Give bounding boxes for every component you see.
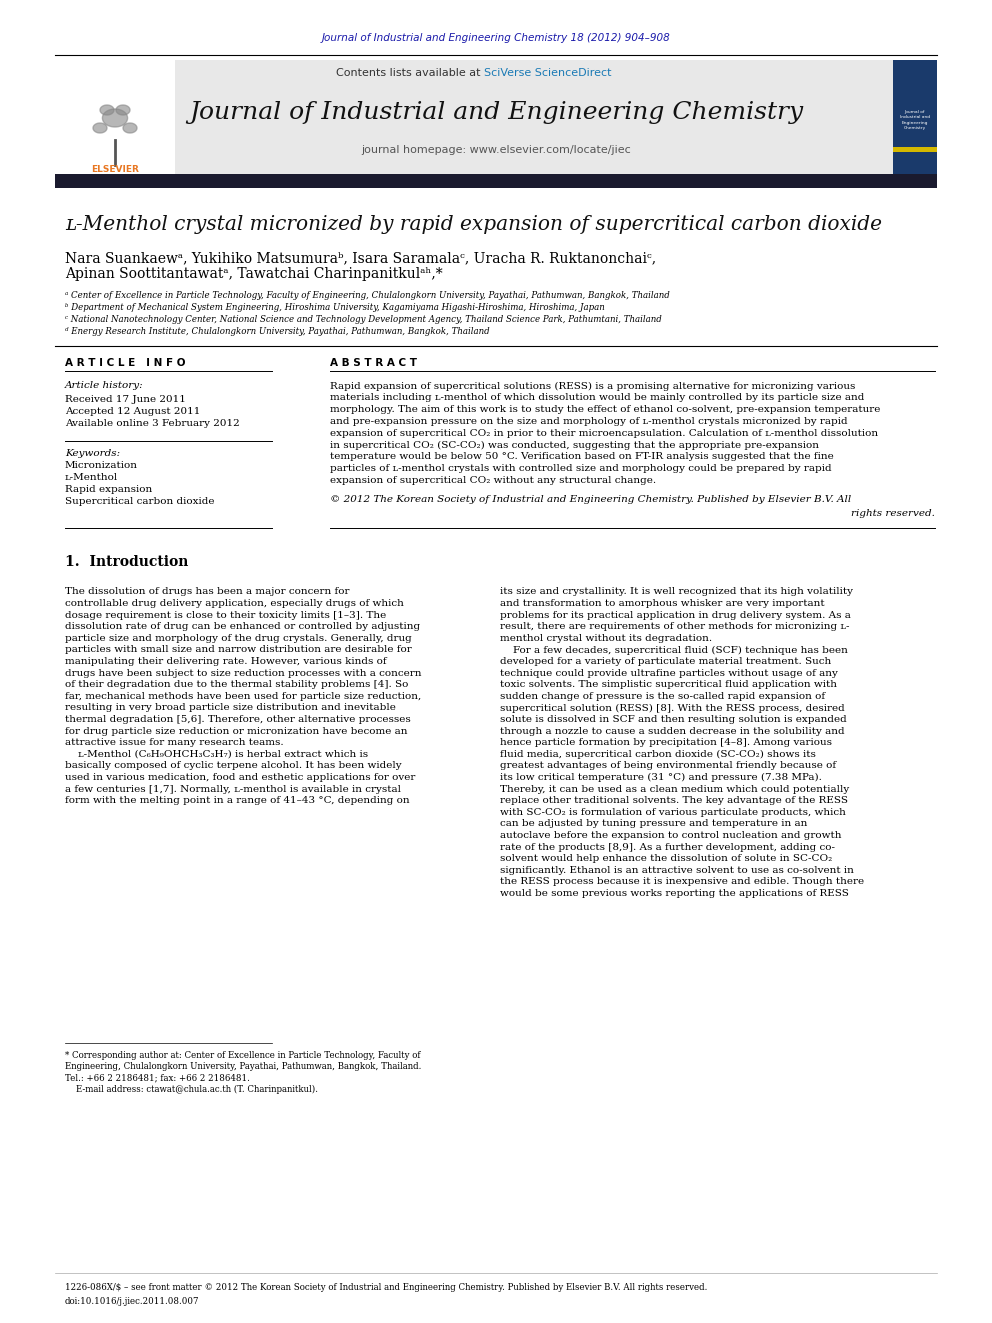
Text: of their degradation due to the thermal stability problems [4]. So: of their degradation due to the thermal … bbox=[65, 680, 409, 689]
Text: For a few decades, supercritical fluid (SCF) technique has been: For a few decades, supercritical fluid (… bbox=[500, 646, 848, 655]
Text: A R T I C L E   I N F O: A R T I C L E I N F O bbox=[65, 359, 186, 368]
Text: can be adjusted by tuning pressure and temperature in an: can be adjusted by tuning pressure and t… bbox=[500, 819, 807, 828]
Text: Journal of Industrial and Engineering Chemistry 18 (2012) 904–908: Journal of Industrial and Engineering Ch… bbox=[321, 33, 671, 44]
Text: autoclave before the expansion to control nucleation and growth: autoclave before the expansion to contro… bbox=[500, 831, 841, 840]
Text: Keywords:: Keywords: bbox=[65, 450, 120, 459]
Text: toxic solvents. The simplistic supercritical fluid application with: toxic solvents. The simplistic supercrit… bbox=[500, 680, 837, 689]
Text: ʟ-Menthol (C₆H₉OHCH₃C₃H₇) is herbal extract which is: ʟ-Menthol (C₆H₉OHCH₃C₃H₇) is herbal extr… bbox=[65, 750, 368, 759]
Text: the RESS process because it is inexpensive and edible. Though there: the RESS process because it is inexpensi… bbox=[500, 877, 864, 886]
FancyBboxPatch shape bbox=[55, 175, 937, 188]
Text: Available online 3 February 2012: Available online 3 February 2012 bbox=[65, 418, 240, 427]
Text: hence particle formation by precipitation [4–8]. Among various: hence particle formation by precipitatio… bbox=[500, 738, 832, 747]
Text: ᵃ Center of Excellence in Particle Technology, Faculty of Engineering, Chulalong: ᵃ Center of Excellence in Particle Techn… bbox=[65, 291, 670, 300]
Text: resulting in very broad particle size distribution and inevitable: resulting in very broad particle size di… bbox=[65, 704, 396, 713]
Text: SciVerse ScienceDirect: SciVerse ScienceDirect bbox=[484, 67, 611, 78]
Text: ᵇ Department of Mechanical System Engineering, Hiroshima University, Kagamiyama : ᵇ Department of Mechanical System Engine… bbox=[65, 303, 605, 312]
FancyBboxPatch shape bbox=[55, 60, 175, 175]
Text: with SC-CO₂ is formulation of various particulate products, which: with SC-CO₂ is formulation of various pa… bbox=[500, 808, 846, 816]
Text: replace other traditional solvents. The key advantage of the RESS: replace other traditional solvents. The … bbox=[500, 796, 848, 806]
Text: A B S T R A C T: A B S T R A C T bbox=[330, 359, 417, 368]
Text: rights reserved.: rights reserved. bbox=[851, 508, 935, 517]
Text: and pre-expansion pressure on the size and morphology of ʟ-menthol crystals micr: and pre-expansion pressure on the size a… bbox=[330, 417, 847, 426]
Text: Micronization: Micronization bbox=[65, 462, 138, 471]
Text: attractive issue for many research teams.: attractive issue for many research teams… bbox=[65, 738, 284, 747]
Text: particles of ʟ-menthol crystals with controlled size and morphology could be pre: particles of ʟ-menthol crystals with con… bbox=[330, 464, 831, 474]
Polygon shape bbox=[100, 105, 114, 115]
Text: drugs have been subject to size reduction processes with a concern: drugs have been subject to size reductio… bbox=[65, 668, 422, 677]
Text: greatest advantages of being environmental friendly because of: greatest advantages of being environment… bbox=[500, 762, 836, 770]
Text: for drug particle size reduction or micronization have become an: for drug particle size reduction or micr… bbox=[65, 726, 408, 736]
FancyBboxPatch shape bbox=[893, 147, 937, 152]
Text: ʟ-Menthol: ʟ-Menthol bbox=[65, 474, 118, 483]
Text: dosage requirement is close to their toxicity limits [1–3]. The: dosage requirement is close to their tox… bbox=[65, 611, 386, 619]
Text: thermal degradation [5,6]. Therefore, other alternative processes: thermal degradation [5,6]. Therefore, ot… bbox=[65, 716, 411, 724]
Text: temperature would be below 50 °C. Verification based on FT-IR analysis suggested: temperature would be below 50 °C. Verifi… bbox=[330, 452, 833, 462]
Text: problems for its practical application in drug delivery system. As a: problems for its practical application i… bbox=[500, 611, 851, 619]
FancyBboxPatch shape bbox=[893, 60, 937, 175]
Text: through a nozzle to cause a sudden decrease in the solubility and: through a nozzle to cause a sudden decre… bbox=[500, 726, 844, 736]
Text: Journal of Industrial and Engineering Chemistry: Journal of Industrial and Engineering Ch… bbox=[188, 101, 804, 123]
Text: © 2012 The Korean Society of Industrial and Engineering Chemistry. Published by : © 2012 The Korean Society of Industrial … bbox=[330, 496, 851, 504]
Text: ʟ-Menthol crystal micronized by rapid expansion of supercritical carbon dioxide: ʟ-Menthol crystal micronized by rapid ex… bbox=[65, 214, 882, 233]
Text: doi:10.1016/j.jiec.2011.08.007: doi:10.1016/j.jiec.2011.08.007 bbox=[65, 1298, 199, 1307]
Text: sudden change of pressure is the so-called rapid expansion of: sudden change of pressure is the so-call… bbox=[500, 692, 825, 701]
Text: Contents lists available at: Contents lists available at bbox=[336, 67, 484, 78]
Text: 1.  Introduction: 1. Introduction bbox=[65, 556, 188, 569]
Text: Engineering, Chulalongkorn University, Payathai, Pathumwan, Bangkok, Thailand.: Engineering, Chulalongkorn University, P… bbox=[65, 1062, 422, 1072]
Polygon shape bbox=[102, 108, 128, 127]
Text: ᶜ National Nanotechnology Center, National Science and Technology Development Ag: ᶜ National Nanotechnology Center, Nation… bbox=[65, 315, 662, 324]
Text: solute is dissolved in SCF and then resulting solution is expanded: solute is dissolved in SCF and then resu… bbox=[500, 716, 847, 724]
Text: morphology. The aim of this work is to study the effect of ethanol co-solvent, p: morphology. The aim of this work is to s… bbox=[330, 405, 880, 414]
Text: Thereby, it can be used as a clean medium which could potentially: Thereby, it can be used as a clean mediu… bbox=[500, 785, 849, 794]
Text: result, there are requirements of other methods for micronizing ʟ-: result, there are requirements of other … bbox=[500, 622, 849, 631]
Text: Rapid expansion of supercritical solutions (RESS) is a promising alternative for: Rapid expansion of supercritical solutio… bbox=[330, 381, 855, 390]
Text: developed for a variety of particulate material treatment. Such: developed for a variety of particulate m… bbox=[500, 658, 831, 665]
Text: Journal of
Industrial and
Engineering
Chemistry: Journal of Industrial and Engineering Ch… bbox=[900, 110, 930, 130]
Text: in supercritical CO₂ (SC-CO₂) was conducted, suggesting that the appropriate pre: in supercritical CO₂ (SC-CO₂) was conduc… bbox=[330, 441, 819, 450]
Polygon shape bbox=[116, 105, 130, 115]
Text: Apinan Soottitantawatᵃ, Tawatchai Charinpanitkulᵃʰ,*: Apinan Soottitantawatᵃ, Tawatchai Charin… bbox=[65, 267, 442, 280]
Text: controllable drug delivery application, especially drugs of which: controllable drug delivery application, … bbox=[65, 599, 404, 609]
Text: Nara Suankaewᵃ, Yukihiko Matsumuraᵇ, Isara Saramalaᶜ, Uracha R. Ruktanonchaiᶜ,: Nara Suankaewᵃ, Yukihiko Matsumuraᵇ, Isa… bbox=[65, 251, 656, 265]
Text: particles with small size and narrow distribution are desirable for: particles with small size and narrow dis… bbox=[65, 646, 412, 655]
Text: The dissolution of drugs has been a major concern for: The dissolution of drugs has been a majo… bbox=[65, 587, 349, 597]
Text: E-mail address: ctawat@chula.ac.th (T. Charinpanitkul).: E-mail address: ctawat@chula.ac.th (T. C… bbox=[65, 1085, 318, 1094]
FancyBboxPatch shape bbox=[55, 60, 937, 175]
Text: manipulating their delivering rate. However, various kinds of: manipulating their delivering rate. Howe… bbox=[65, 658, 387, 665]
Polygon shape bbox=[93, 123, 107, 134]
Text: Received 17 June 2011: Received 17 June 2011 bbox=[65, 394, 186, 404]
Text: journal homepage: www.elsevier.com/locate/jiec: journal homepage: www.elsevier.com/locat… bbox=[361, 146, 631, 155]
Text: its size and crystallinity. It is well recognized that its high volatility: its size and crystallinity. It is well r… bbox=[500, 587, 853, 597]
Text: expansion of supercritical CO₂ without any structural change.: expansion of supercritical CO₂ without a… bbox=[330, 476, 656, 486]
Text: Accepted 12 August 2011: Accepted 12 August 2011 bbox=[65, 406, 200, 415]
Text: Tel.: +66 2 2186481; fax: +66 2 2186481.: Tel.: +66 2 2186481; fax: +66 2 2186481. bbox=[65, 1073, 250, 1082]
Text: 1226-086X/$ – see front matter © 2012 The Korean Society of Industrial and Engin: 1226-086X/$ – see front matter © 2012 Th… bbox=[65, 1282, 707, 1291]
Polygon shape bbox=[123, 123, 137, 134]
Text: supercritical solution (RESS) [8]. With the RESS process, desired: supercritical solution (RESS) [8]. With … bbox=[500, 704, 845, 713]
Text: a few centuries [1,7]. Normally, ʟ-menthol is available in crystal: a few centuries [1,7]. Normally, ʟ-menth… bbox=[65, 785, 401, 794]
Text: would be some previous works reporting the applications of RESS: would be some previous works reporting t… bbox=[500, 889, 849, 898]
Text: rate of the products [8,9]. As a further development, adding co-: rate of the products [8,9]. As a further… bbox=[500, 843, 835, 852]
Text: Rapid expansion: Rapid expansion bbox=[65, 486, 152, 495]
Text: Article history:: Article history: bbox=[65, 381, 144, 390]
Text: menthol crystal without its degradation.: menthol crystal without its degradation. bbox=[500, 634, 712, 643]
Text: solvent would help enhance the dissolution of solute in SC-CO₂: solvent would help enhance the dissoluti… bbox=[500, 855, 832, 864]
Text: ᵈ Energy Research Institute, Chulalongkorn University, Payathai, Pathumwan, Bang: ᵈ Energy Research Institute, Chulalongko… bbox=[65, 328, 490, 336]
Text: Supercritical carbon dioxide: Supercritical carbon dioxide bbox=[65, 497, 214, 507]
Text: its low critical temperature (31 °C) and pressure (7.38 MPa).: its low critical temperature (31 °C) and… bbox=[500, 773, 822, 782]
Text: form with the melting point in a range of 41–43 °C, depending on: form with the melting point in a range o… bbox=[65, 796, 410, 806]
Text: and transformation to amorphous whisker are very important: and transformation to amorphous whisker … bbox=[500, 599, 824, 609]
Text: fluid media, supercritical carbon dioxide (SC-CO₂) shows its: fluid media, supercritical carbon dioxid… bbox=[500, 750, 815, 759]
Text: technique could provide ultrafine particles without usage of any: technique could provide ultrafine partic… bbox=[500, 668, 838, 677]
Text: ELSEVIER: ELSEVIER bbox=[91, 165, 139, 175]
Text: basically composed of cyclic terpene alcohol. It has been widely: basically composed of cyclic terpene alc… bbox=[65, 762, 402, 770]
Text: dissolution rate of drug can be enhanced or controlled by adjusting: dissolution rate of drug can be enhanced… bbox=[65, 622, 421, 631]
Text: used in various medication, food and esthetic applications for over: used in various medication, food and est… bbox=[65, 773, 416, 782]
Text: particle size and morphology of the drug crystals. Generally, drug: particle size and morphology of the drug… bbox=[65, 634, 412, 643]
Text: materials including ʟ-menthol of which dissolution would be mainly controlled by: materials including ʟ-menthol of which d… bbox=[330, 393, 864, 402]
Text: far, mechanical methods have been used for particle size reduction,: far, mechanical methods have been used f… bbox=[65, 692, 422, 701]
Text: * Corresponding author at: Center of Excellence in Particle Technology, Faculty : * Corresponding author at: Center of Exc… bbox=[65, 1050, 421, 1060]
Text: significantly. Ethanol is an attractive solvent to use as co-solvent in: significantly. Ethanol is an attractive … bbox=[500, 865, 854, 875]
Text: expansion of supercritical CO₂ in prior to their microencapsulation. Calculation: expansion of supercritical CO₂ in prior … bbox=[330, 429, 878, 438]
